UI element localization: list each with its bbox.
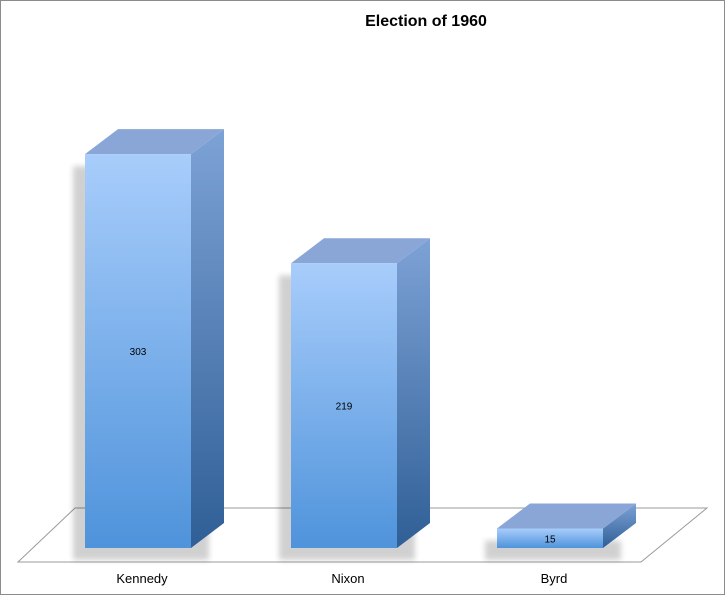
chart-title: Election of 1960 bbox=[365, 13, 487, 30]
data-label-kennedy: 303 bbox=[130, 347, 147, 358]
bars-group: 303 Kennedy 219 Nixon 15 Byrd bbox=[73, 129, 636, 586]
bar-side-byrd bbox=[603, 503, 636, 548]
x-tick-label-byrd: Byrd bbox=[541, 571, 568, 586]
data-label-nixon: 219 bbox=[336, 402, 353, 413]
bar-side-kennedy bbox=[191, 129, 224, 548]
bar-nixon bbox=[291, 263, 397, 548]
x-tick-label-nixon: Nixon bbox=[331, 571, 364, 586]
bar-top-byrd bbox=[497, 503, 636, 529]
bar-kennedy bbox=[85, 154, 191, 548]
x-tick-label-kennedy: Kennedy bbox=[116, 571, 168, 586]
bar-side-nixon bbox=[397, 238, 430, 549]
bar-byrd bbox=[497, 528, 603, 548]
data-label-byrd: 15 bbox=[544, 534, 556, 545]
bar-top-nixon bbox=[291, 238, 430, 264]
bar-top-kennedy bbox=[85, 129, 224, 155]
